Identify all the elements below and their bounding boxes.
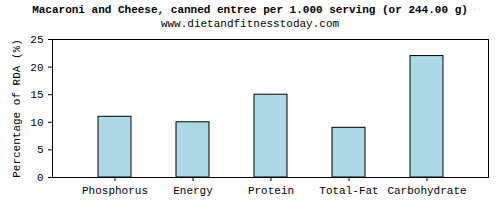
html-text:www.dietandfitnesstoday.com: www.dietandfitnesstoday.com (160, 18, 340, 30)
svg-text:10: 10 (30, 117, 43, 129)
svg-text:20: 20 (30, 62, 43, 74)
html-text:Macaroni and Cheese, canned en: Macaroni and Cheese, canned entree per 1… (32, 4, 468, 16)
svg-text:Total-Fat: Total-Fat (319, 185, 378, 197)
svg-text:5: 5 (37, 144, 44, 156)
svg-text:Phosphorus: Phosphorus (82, 185, 148, 197)
svg-text:15: 15 (30, 89, 43, 101)
svg-text:25: 25 (30, 34, 43, 46)
svg-text:Protein: Protein (248, 185, 294, 197)
svg-text:Carbohydrate: Carbohydrate (387, 185, 466, 197)
svg-text:0: 0 (37, 172, 44, 184)
svg-text:Energy: Energy (173, 185, 213, 197)
svg-text:Percentage of RDA (%): Percentage of RDA (%) (11, 39, 23, 178)
